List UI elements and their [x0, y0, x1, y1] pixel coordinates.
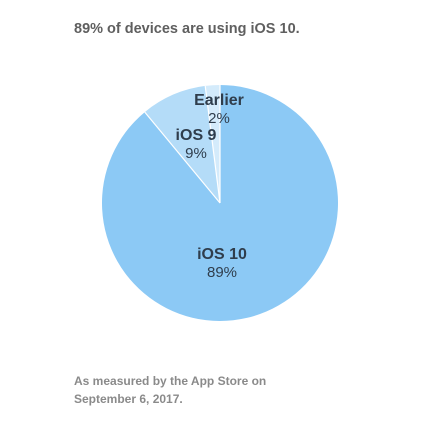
- footnote: As measured by the App Store on Septembe…: [74, 372, 374, 408]
- slice-label-earlier-value: 2%: [208, 110, 230, 127]
- footnote-line-2: September 6, 2017.: [74, 392, 183, 406]
- slice-label-ios-9-name: iOS 9: [176, 127, 217, 144]
- pie-slice-ios-9: [144, 85, 220, 203]
- separator-ios-9: [144, 111, 221, 204]
- slice-label-ios-10-name: iOS 10: [197, 246, 247, 263]
- separator-earlier: [204, 85, 221, 204]
- pie-separators: [144, 85, 221, 204]
- pie-labels: Earlier 2% iOS 9 9% iOS 10 89%: [176, 92, 247, 281]
- slice-label-ios-10-value: 89%: [207, 264, 237, 281]
- slice-label-ios-9-value: 9%: [185, 145, 207, 162]
- slice-label-earlier-name: Earlier: [194, 92, 244, 109]
- footnote-line-1: As measured by the App Store on: [74, 374, 267, 388]
- chart-headline: 89% of devices are using iOS 10.: [74, 21, 300, 37]
